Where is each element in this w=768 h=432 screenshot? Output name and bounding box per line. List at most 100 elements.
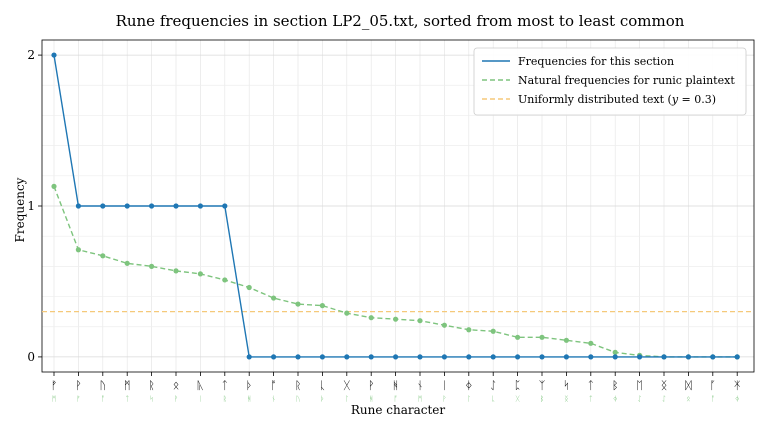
x-tick-secondary-rune-label: ᛗ [418,395,422,403]
section-frequency-point [149,203,155,209]
x-axis-ticks: ᚠᛗᚹᚠᚢᚩᛗᛏᚱᛋᛟᚹᚣᛁᛏᚱᚦᚻᚩᚾᚱᚢᚳᚦᚷᛚᚹᚻᚻᚩᚾᛗᛁᚹᛄᛚᛇᚳᛈᚷ… [51,372,741,403]
x-tick-secondary-rune-label: ᛏ [125,395,129,403]
x-tick-rune-label: ᚢ [99,379,106,392]
x-tick-rune-label: ᚠ [51,379,58,392]
section-frequency-point [173,203,179,209]
x-tick-secondary-rune-label: ᚩ [711,395,715,403]
x-tick-rune-label: ᚪ [709,379,716,392]
x-tick-secondary-rune-label: ᚩ [101,395,105,403]
x-tick-secondary-rune-label: ᚹ [174,395,178,403]
natural-frequency-point [515,334,521,340]
natural-frequency-point [588,340,594,346]
natural-frequency-point [197,271,203,277]
natural-frequency-point [417,318,423,324]
section-frequency-point [612,354,618,360]
x-tick-rune-label: ᛉ [539,379,546,392]
section-frequency-point [490,354,496,360]
x-tick-secondary-rune-label: ᚷ [515,395,520,403]
section-frequency-point [393,354,399,360]
section-frequency-point [661,354,667,360]
x-tick-rune-label: ᛏ [221,379,228,392]
x-tick-secondary-rune-label: ᛇ [662,395,666,403]
natural-frequency-point [319,303,325,309]
chart-title: Rune frequencies in section LP2_05.txt, … [116,12,685,30]
x-tick-secondary-rune-label: ᛇ [637,395,641,403]
natural-frequency-point [124,260,130,266]
natural-frequency-point [466,327,472,333]
x-tick-rune-label: ᛈ [514,379,521,392]
x-tick-secondary-rune-label: ᛝ [564,395,568,403]
x-tick-rune-label: ᚹ [75,379,82,392]
x-tick-secondary-rune-label: ᛄ [735,395,739,403]
section-frequency-point [685,354,692,360]
y-tick-label: 1 [27,199,35,213]
section-frequency-point [295,354,301,360]
x-tick-rune-label: ᚦ [246,379,253,392]
x-tick-secondary-rune-label: ᚦ [320,395,324,403]
x-tick-rune-label: ᛏ [587,379,594,392]
natural-frequency-point [75,247,81,253]
section-frequency-point [75,203,81,209]
x-tick-rune-label: ᚷ [343,379,350,392]
section-frequency-point [637,354,643,360]
x-tick-secondary-rune-label: ᛒ [540,395,544,403]
section-frequency-point [539,354,545,360]
section-frequency-point [124,203,130,209]
x-tick-secondary-rune-label: ᛋ [149,395,153,403]
section-frequency-point [246,354,252,360]
x-tick-rune-label: ᛡ [734,379,741,392]
x-tick-rune-label: ᚻ [392,379,399,392]
x-tick-secondary-rune-label: ᚻ [369,395,373,403]
x-tick-secondary-rune-label: ᛚ [467,395,471,403]
x-tick-secondary-rune-label: ᚹ [442,395,446,403]
section-frequency-point [222,203,228,209]
section-frequency-point [417,354,423,360]
x-tick-secondary-rune-label: ᚩ [393,395,397,403]
x-tick-secondary-rune-label: ᚻ [247,395,251,403]
section-frequency-point [515,354,521,360]
x-tick-rune-label: ᚱ [148,379,155,392]
x-tick-rune-label: ᛖ [636,379,643,392]
x-tick-secondary-rune-label: ᛟ [686,395,690,403]
y-axis-label: Frequency [13,177,27,242]
x-tick-rune-label: ᛝ [661,379,668,392]
x-tick-rune-label: ᛋ [563,379,570,392]
x-tick-rune-label: ᛄ [465,379,472,392]
natural-frequency-point [271,295,277,301]
x-tick-rune-label: ᛗ [124,379,131,392]
legend-box [473,47,747,116]
section-frequency-point [734,354,740,360]
x-tick-rune-label: ᛒ [612,379,619,392]
section-frequency-point [271,354,277,360]
natural-frequency-point [563,337,570,343]
x-tick-secondary-rune-label: ᛏ [589,395,593,403]
natural-frequency-point [490,328,496,334]
section-frequency-point [368,354,374,360]
natural-frequency-point [173,268,179,274]
x-tick-secondary-rune-label: ᛗ [52,395,56,403]
natural-frequency-point [368,315,374,321]
section-frequency-point [197,203,203,209]
y-tick-label: 2 [27,48,35,62]
x-tick-secondary-rune-label: ᚱ [223,395,227,403]
x-tick-secondary-rune-label: ᛄ [613,395,617,403]
x-tick-rune-label: ᚱ [295,379,302,392]
natural-frequency-point [149,263,155,269]
natural-frequency-point [612,349,618,355]
section-frequency-point [319,354,325,360]
x-tick-rune-label: ᛟ [173,379,180,392]
section-frequency-point [441,354,447,360]
x-tick-secondary-rune-label: ᚢ [296,395,300,403]
natural-frequency-point [441,322,447,328]
x-tick-secondary-rune-label: ᚳ [491,395,495,403]
y-axis-ticks: 0 1 2 [27,48,42,364]
section-frequency-point [563,354,570,360]
natural-frequency-point [539,334,545,340]
x-tick-secondary-rune-label: ᚾ [271,395,275,403]
legend-label-section: Frequencies for this section [518,55,674,68]
natural-frequency-point [100,253,106,259]
natural-frequency-point [51,183,57,189]
x-tick-rune-label: ᛇ [490,379,497,392]
